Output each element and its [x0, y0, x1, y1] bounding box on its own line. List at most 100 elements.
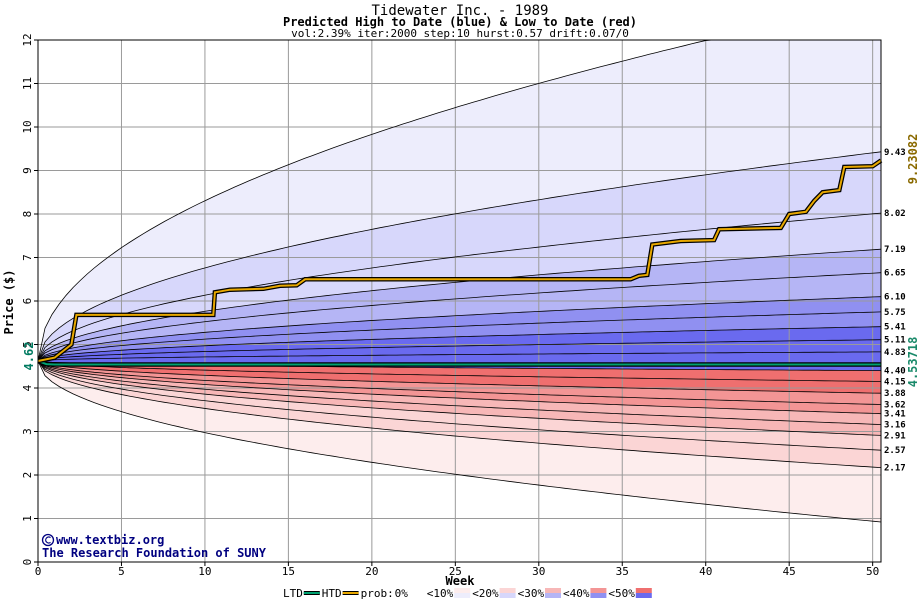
band-end-label: 3.41	[884, 410, 906, 420]
x-tick-label: 15	[282, 565, 295, 578]
legend-prob-item: <40%	[563, 587, 590, 600]
band-line	[37, 360, 882, 382]
legend-swatch-red	[499, 588, 516, 593]
legend-prob-item: <20%	[472, 587, 499, 600]
legend-prob-item: <50%	[608, 587, 635, 600]
low-band-area	[38, 361, 881, 425]
legend-prob-item: <10%	[427, 587, 454, 600]
credit-org: The Research Foundation of SUNY	[42, 546, 267, 560]
x-tick-label: 5	[118, 565, 125, 578]
legend-swatch-red	[408, 588, 425, 593]
y-tick-label: 9	[21, 167, 34, 174]
band-end-label: 9.43	[884, 148, 906, 158]
low-band-area	[38, 361, 881, 436]
x-tick-label: 20	[365, 565, 378, 578]
low-band-area	[38, 361, 881, 394]
high-band-area	[38, 272, 881, 361]
band-end-label: 2.17	[884, 464, 906, 474]
band-line	[37, 151, 882, 362]
x-tick-label: 25	[449, 565, 462, 578]
band-end-label: 3.88	[884, 389, 906, 399]
legend-swatch-blue	[635, 593, 652, 598]
legend-swatch-blue	[545, 593, 561, 598]
band-end-label: 4.15	[884, 377, 906, 387]
legend-swatch-blue	[454, 593, 471, 598]
low-band-area	[38, 361, 881, 468]
legend-htd-label: HTD	[322, 587, 342, 600]
y-tick-label: 0	[21, 559, 34, 566]
band-line	[37, 360, 882, 451]
band-line-outer-low	[37, 360, 882, 523]
legend-swatch-red	[635, 588, 652, 593]
x-tick-label: 0	[35, 565, 42, 578]
band-line	[37, 311, 882, 362]
x-tick-label: 35	[616, 565, 629, 578]
legend-swatch-blue	[590, 593, 607, 598]
y-tick-label: 2	[21, 472, 34, 479]
band-line	[37, 360, 882, 405]
x-tick-label: 30	[532, 565, 545, 578]
band-end-label: 4.83	[884, 348, 906, 358]
high-band-area	[38, 40, 881, 361]
band-end-labels: 9.43 8.02 7.19 6.65 6.10 5.75 5.41 5.11 4.83 4.40…	[884, 148, 906, 474]
legend-swatch-red	[545, 588, 561, 593]
band-end-label: 6.65	[884, 269, 906, 279]
low-band-area	[38, 361, 881, 451]
band-end-label: 5.75	[884, 308, 906, 318]
band-line	[37, 360, 882, 436]
y-tick-label: 5	[21, 341, 34, 348]
htd-final-label: 9.23082	[906, 134, 920, 185]
high-band-area	[38, 213, 881, 361]
band-line	[37, 360, 882, 394]
credits: www.textbiz.org The Research Foundation …	[41, 533, 267, 560]
legend-ltd-label: LTD	[283, 587, 303, 600]
series-lines	[37, 158, 883, 367]
start-price-label: 4.62	[22, 342, 36, 371]
copyright-icon	[41, 533, 55, 547]
legend-swatch-blue	[408, 593, 425, 598]
band-line	[37, 360, 882, 425]
grid-lines	[38, 40, 881, 562]
htd-line	[37, 159, 882, 362]
band-end-label: 3.62	[884, 401, 906, 411]
y-tick-label: 1	[21, 515, 34, 522]
x-tick-label: 10	[198, 565, 211, 578]
band-end-label: 5.41	[884, 323, 906, 333]
band-end-label: 4.40	[884, 367, 906, 377]
y-tick-label: 11	[21, 77, 34, 90]
ltd-line	[37, 360, 881, 366]
band-end-label: 7.19	[884, 245, 906, 255]
y-axis-label: Price ($)	[2, 269, 16, 334]
high-band-area	[38, 296, 881, 361]
high-band-area	[38, 326, 881, 361]
low-band-area	[38, 361, 881, 414]
x-tick-label: 45	[783, 565, 796, 578]
band-line	[37, 272, 882, 362]
band-end-label: 2.91	[884, 431, 906, 441]
band-end-label: 5.11	[884, 336, 906, 346]
band-line	[37, 212, 882, 362]
y-tick-label: 8	[21, 211, 34, 218]
legend-swatch-red	[590, 588, 607, 593]
chart-title: Tidewater Inc. - 1989	[371, 3, 548, 19]
legend-prob-item: <30%	[518, 587, 545, 600]
credit-site: www.textbiz.org	[56, 533, 164, 547]
y-tick-label: 7	[21, 254, 34, 261]
band-line	[37, 339, 882, 362]
chart-params: vol:2.39% iter:2000 step:10 hurst:0.57 d…	[291, 27, 629, 40]
band-end-label: 6.10	[884, 293, 906, 303]
high-band-area	[38, 249, 881, 361]
y-tick-label: 10	[21, 120, 34, 133]
band-line	[37, 360, 882, 415]
band-end-label: 8.02	[884, 209, 906, 219]
low-band-area	[38, 361, 881, 405]
legend-swatch-blue	[499, 593, 516, 598]
legend-prob-label: prob:	[361, 587, 394, 600]
x-axis-label: Week	[446, 574, 476, 588]
band-line	[37, 351, 881, 362]
x-tick-label: 50	[866, 565, 879, 578]
band-end-label: 2.57	[884, 446, 906, 456]
y-tick-label: 6	[21, 298, 34, 305]
